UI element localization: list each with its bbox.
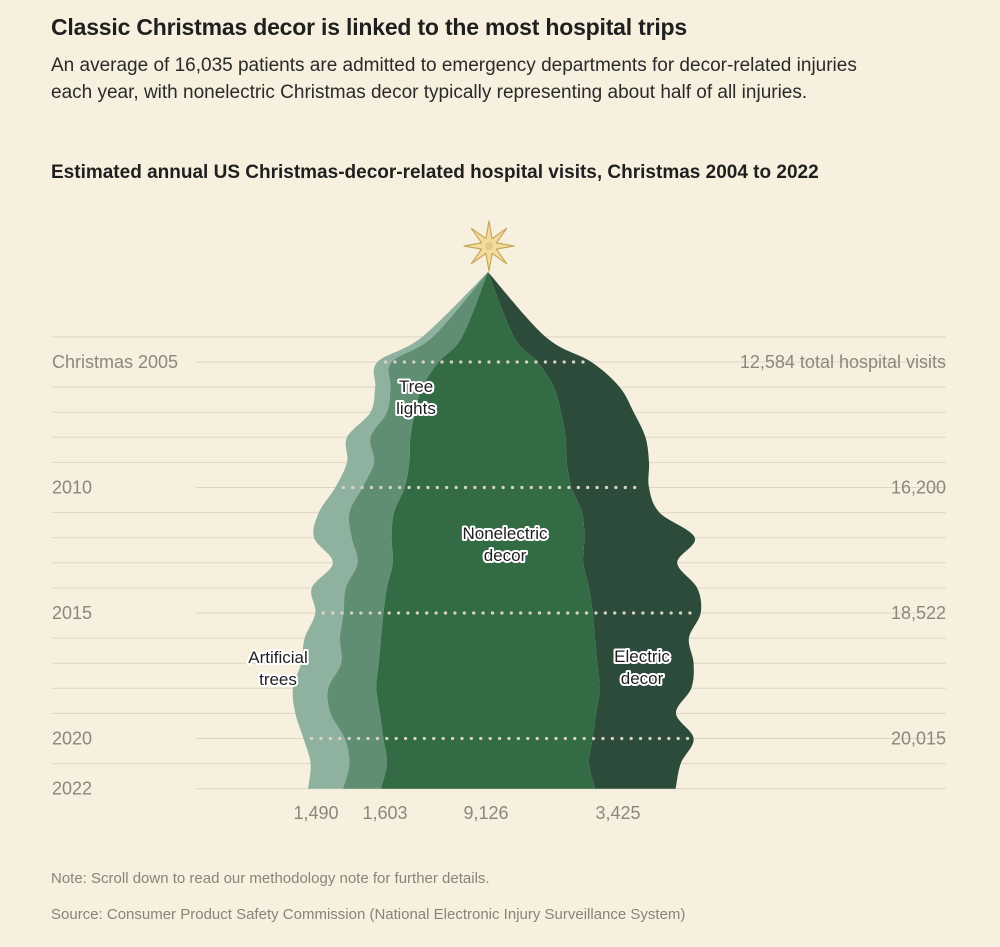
year-label-2015: 2015	[52, 603, 92, 623]
area-tree-lights	[327, 272, 488, 791]
area-electric-decor	[488, 272, 702, 791]
chart-subtitle: An average of 16,035 patients are admitt…	[51, 55, 857, 103]
series-label-nonelectric-decor: Nonelectric decor	[462, 524, 548, 565]
methodology-note: Note: Scroll down to read our methodolog…	[51, 870, 490, 887]
total-label-2020: 20,015	[891, 729, 946, 749]
total-label-2005: 12,584 total hospital visits	[740, 352, 946, 372]
area-artificial-trees	[292, 272, 488, 791]
total-label-2010: 16,200	[891, 478, 946, 498]
chart-labels: Christmas 2005 12,584 total hospital visi…	[52, 352, 946, 823]
series-label-artificial-trees: Artificial trees	[248, 648, 308, 689]
chart-caption: Estimated annual US Christmas-decor-rela…	[51, 162, 819, 183]
star-center	[485, 242, 493, 250]
year-label-2022: 2022	[52, 779, 92, 799]
area-nonelectric-decor	[376, 272, 600, 791]
final-value-artificial-trees: 1,490	[293, 803, 338, 823]
year-label-2005: Christmas 2005	[52, 352, 178, 372]
streamgraph-areas	[292, 272, 702, 791]
total-label-2015: 18,522	[891, 603, 946, 623]
star-icon	[463, 220, 515, 272]
series-label-electric-decor: Electric decor	[614, 647, 670, 688]
chart-title-heading: Classic Christmas decor is linked to the…	[51, 14, 687, 40]
year-label-2020: 2020	[52, 729, 92, 749]
year-label-2010: 2010	[52, 478, 92, 498]
data-source: Source: Consumer Product Safety Commissi…	[51, 906, 686, 923]
final-value-electric-decor: 3,425	[595, 803, 640, 823]
final-value-tree-lights: 1,603	[362, 803, 407, 823]
series-label-tree-lights: Tree lights	[396, 377, 436, 418]
dotted-year-guides	[309, 360, 697, 741]
final-value-nonelectric-decor: 9,126	[463, 803, 508, 823]
